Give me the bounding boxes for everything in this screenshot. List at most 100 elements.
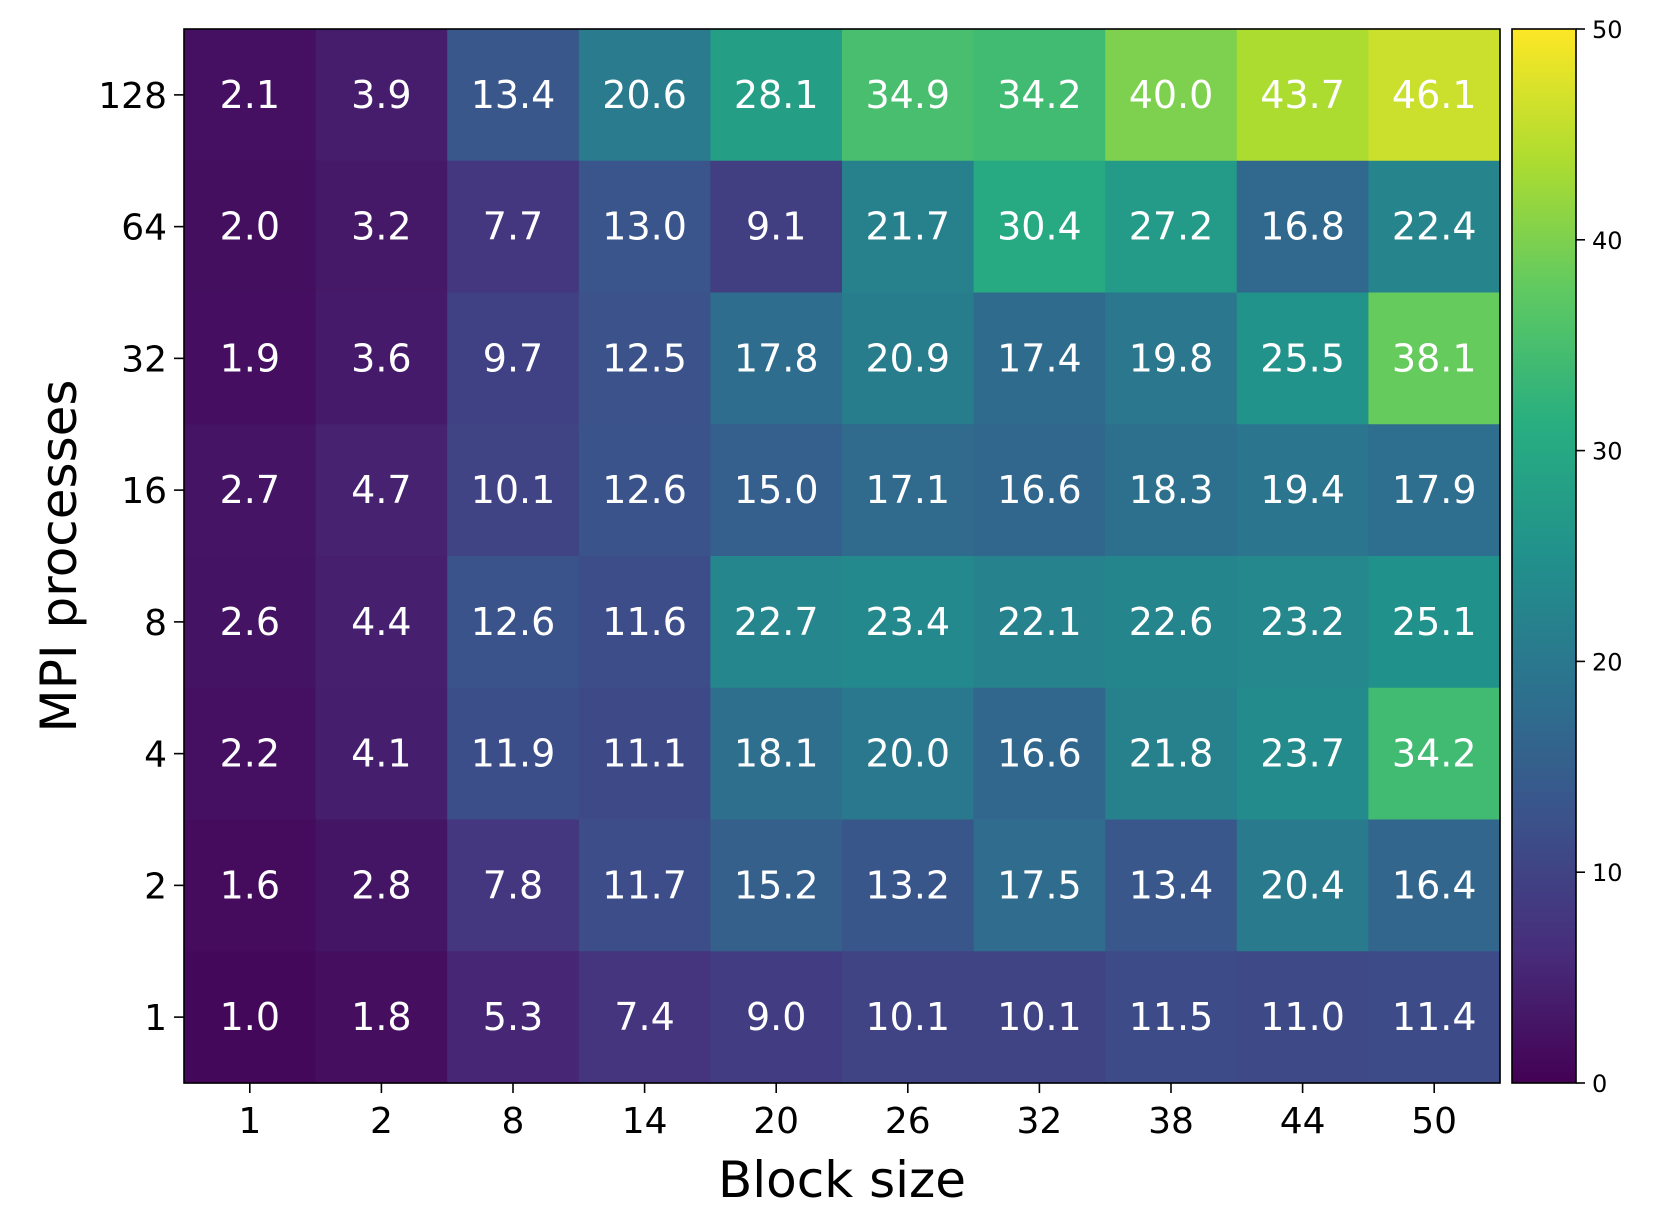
heatmap-cell <box>710 160 843 294</box>
heatmap-cells <box>184 29 1501 1084</box>
cell-value-label: 7.7 <box>483 205 543 249</box>
heatmap-cell <box>1368 292 1501 425</box>
heatmap-cell <box>184 819 317 952</box>
cell-value-label: 21.8 <box>1129 732 1214 776</box>
x-tick-label: 20 <box>753 1101 799 1142</box>
cell-value-label: 16.6 <box>997 468 1082 512</box>
cell-value-label: 34.9 <box>865 73 950 117</box>
x-tick-label: 1 <box>238 1101 261 1142</box>
cell-value-label: 12.6 <box>602 468 687 512</box>
cell-value-label: 11.9 <box>471 732 556 776</box>
colorbar-gradient <box>1512 29 1576 1083</box>
heatmap-cell <box>842 424 975 557</box>
cell-value-label: 2.6 <box>220 600 280 644</box>
cell-value-label: 11.6 <box>602 600 687 644</box>
y-tick-label: 16 <box>121 471 167 512</box>
cell-value-label: 13.0 <box>602 205 687 249</box>
heatmap-cell <box>578 556 711 689</box>
heatmap-cell <box>315 292 448 425</box>
heatmap-cell <box>710 292 843 425</box>
y-axis-label: MPI processes <box>30 380 88 733</box>
colorbar-tick-label: 30 <box>1592 438 1623 466</box>
heatmap-cell <box>973 29 1106 162</box>
colorbar: 0 10 20 30 40 50 <box>1511 16 1623 1098</box>
heatmap-cell <box>842 951 975 1084</box>
x-tick-label: 44 <box>1280 1101 1326 1142</box>
heatmap-cell <box>315 819 448 952</box>
heatmap-cell <box>973 292 1106 425</box>
heatmap-cell <box>973 424 1106 557</box>
cell-value-label: 2.2 <box>220 732 280 776</box>
heatmap-cell <box>315 29 448 162</box>
cell-value-label: 12.5 <box>602 336 687 380</box>
y-tick-label: 32 <box>121 339 167 380</box>
heatmap-cell <box>842 556 975 689</box>
heatmap-cell-labels: 2.1 3.9 13.4 20.6 28.1 34.9 34.2 40.0 43.7 46.1 2.… <box>220 73 1477 1039</box>
heatmap-cell <box>315 951 448 1084</box>
cell-value-label: 19.8 <box>1129 336 1214 380</box>
cell-value-label: 2.1 <box>220 73 280 117</box>
cell-value-label: 23.4 <box>865 600 950 644</box>
cell-value-label: 1.0 <box>220 995 280 1039</box>
x-axis-ticks: 1 2 8 14 20 26 32 38 44 50 <box>238 1083 1457 1142</box>
heatmap-cell <box>447 29 580 162</box>
cell-value-label: 12.6 <box>471 600 556 644</box>
cell-value-label: 4.7 <box>351 468 411 512</box>
cell-value-label: 34.2 <box>997 73 1082 117</box>
heatmap-cell <box>1105 556 1238 689</box>
cell-value-label: 5.3 <box>483 995 543 1039</box>
cell-value-label: 19.4 <box>1260 468 1345 512</box>
cell-value-label: 10.1 <box>997 995 1082 1039</box>
cell-value-label: 20.6 <box>602 73 687 117</box>
heatmap-cell <box>447 292 580 425</box>
heatmap-cell <box>447 424 580 557</box>
cell-value-label: 16.4 <box>1392 863 1477 907</box>
heatmap-cell <box>578 424 711 557</box>
cell-value-label: 20.9 <box>865 336 950 380</box>
heatmap-cell <box>710 687 843 821</box>
heatmap-cell <box>184 292 317 425</box>
heatmap-cell <box>315 424 448 557</box>
heatmap-cell <box>973 160 1106 294</box>
heatmap-cell <box>973 951 1106 1084</box>
cell-value-label: 9.0 <box>746 995 806 1039</box>
heatmap-cell <box>1236 819 1369 952</box>
heatmap-cell <box>184 160 317 294</box>
colorbar-frame <box>1511 28 1577 1084</box>
heatmap-cell <box>184 556 317 689</box>
heatmap-cell <box>1236 160 1369 294</box>
cell-value-label: 46.1 <box>1392 73 1477 117</box>
cell-value-label: 25.1 <box>1392 600 1477 644</box>
cell-value-label: 17.5 <box>997 863 1082 907</box>
heatmap-cell <box>447 160 580 294</box>
heatmap-cell <box>578 819 711 952</box>
cell-value-label: 11.7 <box>602 863 687 907</box>
cell-value-label: 15.2 <box>734 863 819 907</box>
x-tick-label: 2 <box>370 1101 393 1142</box>
colorbar-tick-label: 10 <box>1592 859 1623 887</box>
heatmap-cell <box>1368 819 1501 952</box>
cell-value-label: 2.0 <box>220 205 280 249</box>
heatmap-cell <box>1368 687 1501 821</box>
heatmap-cell <box>1105 29 1238 162</box>
heatmap-cell <box>1236 292 1369 425</box>
cell-value-label: 20.0 <box>865 732 950 776</box>
cell-value-label: 34.2 <box>1392 732 1477 776</box>
cell-value-label: 10.1 <box>865 995 950 1039</box>
cell-value-label: 11.0 <box>1260 995 1345 1039</box>
cell-value-label: 16.6 <box>997 732 1082 776</box>
cell-value-label: 13.2 <box>865 863 950 907</box>
cell-value-label: 1.6 <box>220 863 280 907</box>
heatmap-cell <box>710 819 843 952</box>
heatmap-cell <box>184 687 317 821</box>
cell-value-label: 17.4 <box>997 336 1082 380</box>
cell-value-label: 9.1 <box>746 205 806 249</box>
colorbar-tick-label: 20 <box>1592 648 1623 676</box>
heatmap-cell <box>1105 292 1238 425</box>
heatmap-cell <box>1368 29 1501 162</box>
cell-value-label: 9.7 <box>483 336 543 380</box>
heatmap-cell <box>842 29 975 162</box>
heatmap-cell <box>578 29 711 162</box>
x-tick-label: 26 <box>885 1101 931 1142</box>
heatmap-cell <box>315 556 448 689</box>
